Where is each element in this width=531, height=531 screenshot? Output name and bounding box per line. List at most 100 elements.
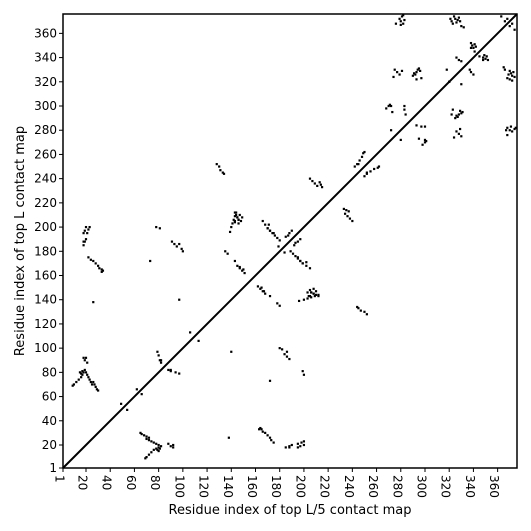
- contact-point-mirrored: [376, 166, 379, 169]
- contact-point: [98, 267, 101, 270]
- y-axis-title: Residue index of top L contact map: [13, 126, 28, 356]
- contact-point: [175, 245, 178, 248]
- contact-point-mirrored: [373, 167, 376, 171]
- contact-point-mirrored: [285, 355, 289, 358]
- contact-point-mirrored: [281, 348, 284, 351]
- contact-point-mirrored: [511, 79, 514, 82]
- contact-point: [90, 383, 94, 386]
- contact-point-mirrored: [484, 57, 487, 60]
- contact-point: [311, 179, 314, 183]
- contact-point: [80, 376, 83, 379]
- contact-point: [97, 264, 100, 267]
- contact-point-mirrored: [145, 435, 148, 438]
- contact-point-mirrored: [172, 443, 175, 447]
- contact-point: [92, 380, 95, 384]
- contact-point: [412, 72, 416, 75]
- y-tick-label: 160: [34, 269, 57, 283]
- plot-area: [62, 13, 518, 469]
- contact-point-mirrored: [469, 46, 473, 49]
- contact-point: [100, 268, 103, 271]
- contact-point-mirrored: [308, 294, 312, 298]
- contact-point-mirrored: [296, 240, 299, 243]
- contact-point: [423, 138, 427, 142]
- contact-point: [398, 17, 401, 20]
- contact-point: [78, 371, 82, 374]
- contact-point: [385, 107, 388, 110]
- x-tick-label: 80: [148, 475, 162, 490]
- contact-point-mirrored: [308, 288, 312, 292]
- contact-point: [511, 22, 514, 25]
- contact-point-mirrored: [174, 371, 177, 374]
- contact-point: [457, 58, 460, 62]
- contact-point: [301, 262, 304, 265]
- contact-point-mirrored: [157, 449, 160, 453]
- x-tick-label: 180: [269, 475, 283, 498]
- contact-point-mirrored: [288, 445, 291, 448]
- y-tick-label: 260: [34, 147, 57, 161]
- x-tick-label: 1: [53, 475, 67, 483]
- contact-point: [305, 261, 308, 264]
- contact-point-mirrored: [150, 440, 153, 443]
- contact-point-mirrored: [260, 428, 263, 431]
- contact-point-mirrored: [230, 350, 233, 353]
- contact-point-mirrored: [289, 250, 292, 253]
- contact-point-mirrored: [83, 229, 86, 232]
- contact-point-mirrored: [82, 240, 85, 243]
- contact-point-mirrored: [513, 28, 516, 31]
- contact-point-mirrored: [288, 357, 291, 361]
- x-tick-label: 100: [172, 475, 186, 498]
- contact-point-mirrored: [346, 215, 349, 218]
- contact-point: [454, 17, 457, 20]
- contact-point: [82, 232, 85, 235]
- contact-point: [468, 68, 471, 71]
- y-tick-label: 180: [34, 244, 57, 258]
- contact-point: [241, 269, 244, 272]
- contact-points: [71, 14, 517, 460]
- contact-point: [82, 356, 85, 359]
- contact-point-mirrored: [363, 310, 366, 313]
- contact-point-mirrored: [509, 125, 513, 128]
- contact-point: [449, 17, 452, 20]
- contact-point: [178, 298, 181, 301]
- contact-point-mirrored: [455, 130, 458, 133]
- contact-point: [82, 244, 85, 247]
- contact-point: [81, 373, 84, 376]
- contact-point-mirrored: [415, 124, 418, 127]
- contact-point: [312, 292, 315, 295]
- contact-point: [224, 250, 227, 253]
- contact-point: [417, 67, 421, 70]
- contact-point-mirrored: [278, 304, 281, 307]
- contact-point-mirrored: [266, 227, 269, 230]
- contact-point: [411, 74, 414, 77]
- contact-point: [508, 25, 511, 28]
- contact-point: [82, 371, 85, 374]
- contact-point: [419, 69, 422, 72]
- contact-point-mirrored: [461, 110, 464, 114]
- contact-point-mirrored: [314, 290, 318, 293]
- contact-point-mirrored: [100, 270, 103, 273]
- contact-point: [365, 171, 368, 174]
- contact-point: [264, 223, 267, 226]
- contact-point: [243, 271, 246, 275]
- contact-point: [294, 241, 297, 244]
- contact-point: [86, 373, 89, 376]
- contact-point: [189, 331, 192, 334]
- contact-point-mirrored: [296, 257, 299, 260]
- contact-point-mirrored: [482, 56, 485, 59]
- contact-point-mirrored: [147, 439, 151, 442]
- contact-point: [317, 294, 320, 298]
- contact-point: [472, 46, 475, 49]
- contact-point-mirrored: [423, 125, 427, 128]
- contact-point-mirrored: [506, 17, 509, 20]
- contact-point-mirrored: [152, 448, 155, 451]
- contact-point: [258, 428, 261, 431]
- contact-point: [308, 177, 312, 180]
- x-tick-label: 160: [245, 475, 259, 498]
- contact-point-mirrored: [302, 440, 306, 443]
- x-tick-label: 280: [390, 475, 404, 498]
- contact-point: [387, 104, 390, 108]
- contact-point: [261, 219, 264, 223]
- contact-point: [71, 384, 74, 387]
- contact-point-mirrored: [513, 75, 516, 79]
- y-tick-label: 120: [34, 317, 57, 331]
